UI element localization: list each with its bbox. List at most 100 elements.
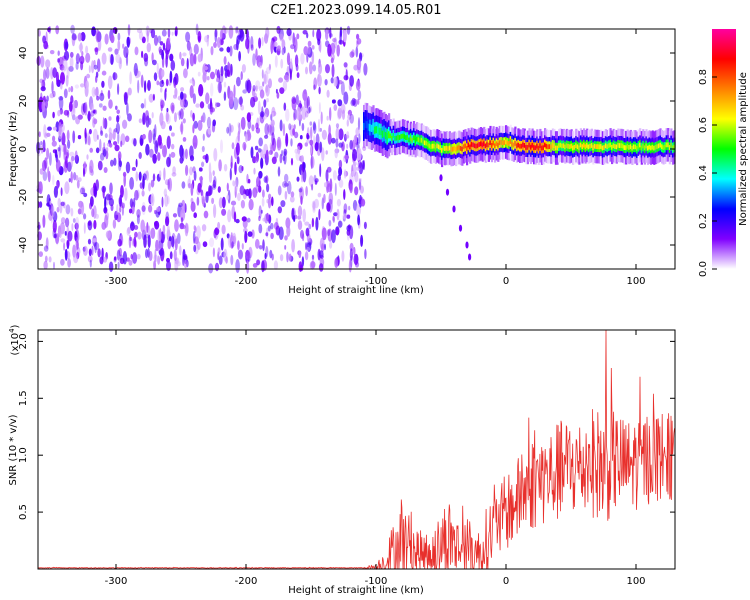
noise-speckle bbox=[94, 242, 100, 251]
signal-cell bbox=[519, 143, 522, 149]
noise-speckle bbox=[174, 30, 178, 37]
noise-speckle bbox=[221, 208, 227, 216]
snr-ytick-label: 2.0 bbox=[18, 333, 29, 349]
colorbar-tick-label: 0.0 bbox=[698, 261, 709, 277]
signal-cell bbox=[431, 143, 434, 149]
noise-speckle bbox=[196, 225, 201, 239]
signal-cell bbox=[629, 144, 632, 150]
noise-speckle bbox=[103, 142, 106, 150]
noise-speckle bbox=[350, 255, 353, 268]
noise-speckle bbox=[353, 64, 359, 71]
noise-speckle bbox=[135, 171, 139, 182]
noise-speckle bbox=[76, 179, 80, 189]
noise-speckle bbox=[189, 79, 194, 84]
noise-speckle bbox=[135, 158, 138, 168]
signal-cell bbox=[411, 137, 414, 143]
noise-speckle bbox=[214, 262, 220, 272]
noise-speckle bbox=[198, 167, 203, 172]
noise-speckle bbox=[187, 183, 191, 189]
noise-speckle bbox=[342, 213, 347, 220]
noise-speckle bbox=[156, 206, 161, 212]
noise-speckle bbox=[67, 230, 73, 242]
noise-speckle bbox=[154, 124, 157, 138]
noise-speckle bbox=[193, 120, 198, 129]
signal-cell bbox=[661, 144, 664, 150]
noise-speckle bbox=[178, 202, 183, 208]
noise-speckle bbox=[237, 240, 240, 251]
noise-speckle bbox=[56, 206, 60, 213]
noise-speckle bbox=[209, 237, 215, 248]
noise-speckle bbox=[280, 200, 286, 208]
noise-speckle bbox=[86, 73, 91, 79]
signal-cell bbox=[544, 142, 547, 148]
noise-speckle bbox=[42, 214, 46, 228]
noise-speckle bbox=[157, 152, 161, 162]
noise-speckle bbox=[90, 196, 94, 207]
noise-speckle bbox=[52, 135, 56, 142]
noise-speckle bbox=[141, 50, 144, 59]
noise-speckle bbox=[185, 31, 191, 43]
noise-speckle bbox=[117, 261, 120, 269]
noise-speckle bbox=[133, 225, 139, 230]
noise-speckle bbox=[346, 214, 351, 219]
noise-speckle bbox=[216, 77, 220, 83]
noise-speckle bbox=[47, 126, 52, 131]
noise-speckle bbox=[98, 103, 103, 108]
signal-cell bbox=[400, 134, 403, 139]
noise-speckle bbox=[268, 63, 271, 71]
noise-speckle bbox=[133, 62, 138, 77]
noise-speckle bbox=[334, 257, 339, 269]
colorbar-tick-label: 0.8 bbox=[698, 69, 709, 85]
signal-cell bbox=[508, 141, 511, 146]
noise-speckle bbox=[43, 40, 49, 50]
noise-speckle bbox=[268, 193, 272, 200]
signal-cell bbox=[639, 142, 642, 148]
noise-speckle bbox=[202, 72, 207, 83]
noise-speckle bbox=[95, 213, 99, 219]
noise-speckle bbox=[308, 223, 312, 230]
noise-speckle bbox=[300, 195, 303, 205]
noise-speckle bbox=[142, 175, 145, 189]
noise-speckle bbox=[123, 173, 126, 187]
noise-speckle bbox=[304, 111, 309, 118]
noise-speckle bbox=[159, 112, 164, 126]
signal-cell bbox=[671, 145, 675, 151]
signal-cell bbox=[475, 143, 478, 149]
noise-speckle bbox=[282, 155, 286, 162]
noise-speckle bbox=[115, 105, 118, 111]
noise-speckle bbox=[313, 84, 316, 91]
noise-speckle bbox=[95, 86, 99, 98]
noise-speckle bbox=[323, 193, 326, 204]
noise-speckle bbox=[355, 127, 360, 137]
noise-speckle bbox=[130, 220, 134, 227]
noise-speckle bbox=[57, 50, 60, 56]
noise-speckle bbox=[267, 197, 272, 209]
noise-speckle bbox=[241, 243, 244, 250]
signal-cell bbox=[511, 141, 514, 147]
noise-speckle bbox=[172, 166, 176, 175]
noise-speckle bbox=[133, 138, 137, 147]
signal-cell bbox=[590, 143, 593, 148]
noise-speckle bbox=[156, 80, 160, 86]
noise-speckle bbox=[241, 166, 244, 171]
noise-speckle bbox=[279, 33, 284, 42]
noise-speckle bbox=[334, 182, 337, 196]
noise-speckle bbox=[119, 194, 122, 208]
noise-speckle bbox=[271, 132, 275, 146]
noise-speckle bbox=[185, 164, 189, 176]
noise-speckle bbox=[66, 129, 70, 141]
signal-cell bbox=[364, 120, 367, 128]
noise-speckle bbox=[341, 109, 346, 120]
noise-speckle bbox=[137, 231, 142, 240]
noise-speckle bbox=[165, 54, 168, 68]
noise-speckle bbox=[94, 240, 97, 254]
noise-speckle bbox=[330, 77, 334, 84]
noise-speckle bbox=[145, 115, 150, 128]
noise-speckle bbox=[216, 37, 221, 48]
noise-speckle bbox=[180, 121, 184, 135]
noise-speckle bbox=[265, 84, 270, 97]
noise-speckle bbox=[315, 216, 319, 231]
signal-cell bbox=[427, 141, 430, 147]
noise-speckle bbox=[334, 148, 338, 159]
noise-speckle bbox=[331, 99, 336, 104]
